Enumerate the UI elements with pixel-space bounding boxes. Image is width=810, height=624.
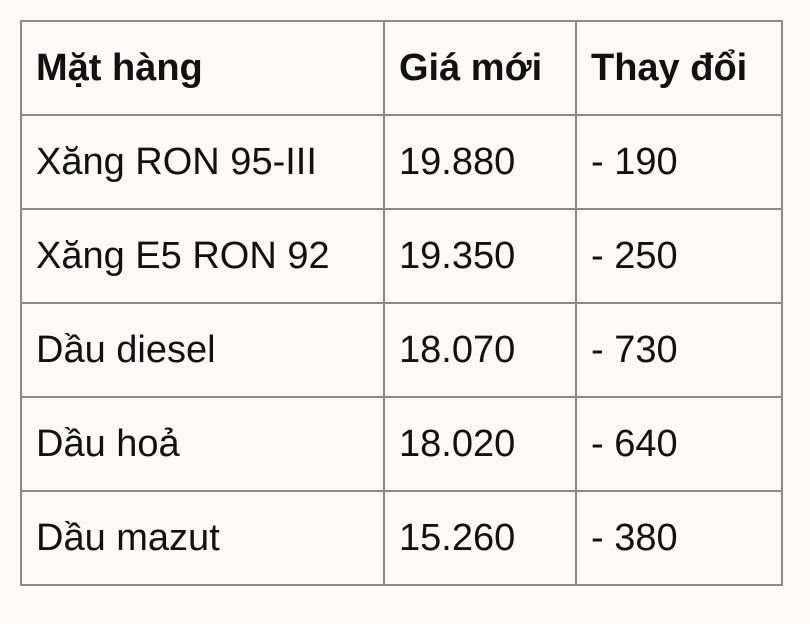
- fuel-price-table: Mặt hàng Giá mới Thay đổi Xăng RON 95-II…: [20, 20, 783, 586]
- cell-item: Dầu mazut: [20, 490, 385, 586]
- table-row: Xăng RON 95-III 19.880 - 190: [20, 114, 783, 210]
- table-row: Dầu diesel 18.070 - 730: [20, 302, 783, 398]
- header-item: Mặt hàng: [20, 20, 385, 116]
- header-new-price: Giá mới: [383, 20, 577, 116]
- cell-change: - 190: [575, 114, 783, 210]
- table-row: Dầu mazut 15.260 - 380: [20, 490, 783, 586]
- table-header-row: Mặt hàng Giá mới Thay đổi: [20, 20, 783, 116]
- cell-price: 18.070: [383, 302, 577, 398]
- cell-item: Dầu diesel: [20, 302, 385, 398]
- cell-item: Xăng E5 RON 92: [20, 208, 385, 304]
- cell-item: Xăng RON 95-III: [20, 114, 385, 210]
- cell-item: Dầu hoả: [20, 396, 385, 492]
- cell-price: 19.350: [383, 208, 577, 304]
- cell-change: - 730: [575, 302, 783, 398]
- cell-change: - 250: [575, 208, 783, 304]
- table-row: Xăng E5 RON 92 19.350 - 250: [20, 208, 783, 304]
- header-change: Thay đổi: [575, 20, 783, 116]
- cell-price: 19.880: [383, 114, 577, 210]
- cell-price: 18.020: [383, 396, 577, 492]
- table-row: Dầu hoả 18.020 - 640: [20, 396, 783, 492]
- cell-price: 15.260: [383, 490, 577, 586]
- cell-change: - 380: [575, 490, 783, 586]
- cell-change: - 640: [575, 396, 783, 492]
